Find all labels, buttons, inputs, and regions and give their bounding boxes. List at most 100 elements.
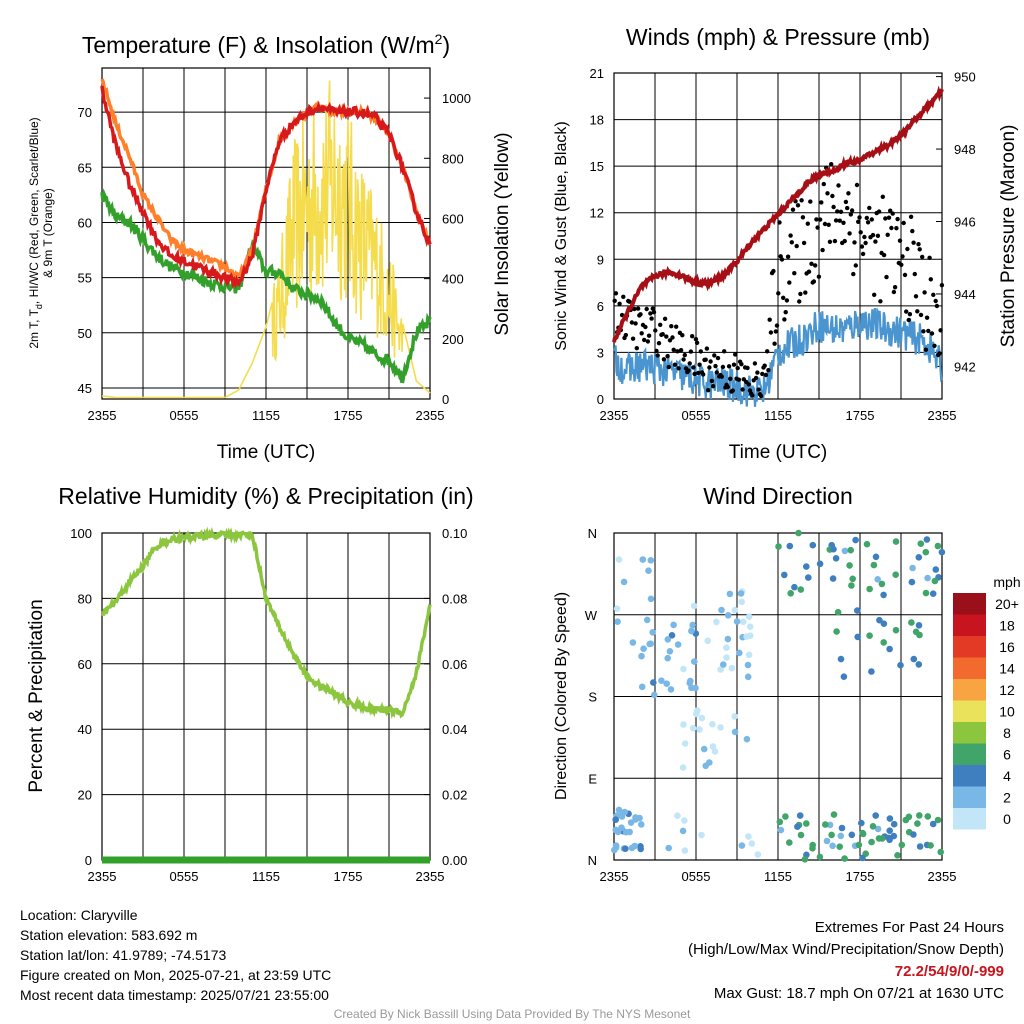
- gust-point: [788, 233, 793, 238]
- direction-point: [848, 831, 856, 839]
- direction-point: [829, 575, 837, 582]
- direction-point: [855, 841, 863, 849]
- direction-point: [706, 759, 713, 766]
- direction-point: [886, 645, 893, 653]
- gust-point: [642, 337, 647, 343]
- y-tick-label-right: 800: [442, 151, 464, 166]
- gust-point: [644, 306, 649, 312]
- gust-point: [750, 393, 755, 398]
- direction-point: [681, 740, 689, 747]
- gust-point: [907, 312, 913, 317]
- gust-point: [704, 346, 710, 351]
- x-tick-label: 1755: [846, 869, 875, 884]
- gust-point: [755, 370, 760, 375]
- y-tick-label-right: 948: [954, 142, 976, 157]
- gust-point: [880, 194, 885, 199]
- direction-point: [723, 654, 730, 661]
- direction-point: [892, 538, 900, 545]
- direction-point: [694, 707, 701, 714]
- gust-point: [707, 365, 712, 370]
- gust-point: [661, 357, 667, 362]
- direction-point: [910, 655, 918, 663]
- legend-label: 4: [1003, 768, 1011, 784]
- x-tick-label: 1155: [252, 869, 280, 884]
- direction-point: [658, 677, 665, 684]
- x-tick-label: 1755: [334, 869, 363, 884]
- y-tick-label-right: 950: [954, 70, 976, 85]
- extremes-values: 72.2/54/9/0/-999: [894, 963, 1004, 980]
- direction-point: [776, 818, 784, 826]
- direction-point: [613, 605, 621, 612]
- direction-point: [837, 655, 845, 663]
- gust-point: [873, 239, 878, 244]
- direction-point: [745, 651, 753, 659]
- x-tick-label: 2355: [600, 408, 629, 423]
- direction-point: [738, 842, 746, 849]
- gust-point: [860, 251, 866, 257]
- direction-point: [645, 567, 652, 574]
- gust-point: [612, 298, 617, 303]
- temperature-panel-title: Temperature (F) & Insolation (W/m2): [82, 31, 450, 58]
- direction-point: [934, 542, 942, 550]
- direction-point: [736, 649, 743, 657]
- direction-point: [627, 819, 635, 826]
- direction-point: [908, 578, 916, 586]
- solar-insolation-line: [101, 80, 431, 399]
- direction-point: [863, 540, 871, 548]
- gust-point: [895, 216, 900, 222]
- y-tick-label-right: 1000: [442, 91, 471, 106]
- gust-point: [889, 225, 894, 231]
- station-pressure-line: [612, 85, 944, 343]
- legend-label: 14: [999, 661, 1015, 677]
- gust-point: [865, 220, 871, 225]
- direction-point: [724, 612, 732, 619]
- gust-point: [798, 291, 803, 297]
- temperature-y-ticks: 45 50 55 60 65 70: [78, 105, 92, 396]
- figure-created: Figure created on Mon, 2025-07-21, at 23…: [20, 967, 332, 983]
- direction-point: [692, 684, 699, 692]
- gust-point: [674, 324, 679, 329]
- direction-point: [668, 632, 676, 639]
- gust-point: [863, 240, 868, 246]
- legend-label: 16: [999, 639, 1015, 655]
- gust-point: [870, 232, 876, 238]
- direction-point: [886, 827, 893, 834]
- legend-label: 8: [1003, 725, 1011, 741]
- direction-point: [615, 806, 623, 814]
- humidity-y-label: Percent & Precipitation: [26, 599, 47, 792]
- gust-point: [857, 215, 862, 220]
- gust-point: [806, 269, 812, 274]
- direction-point: [775, 543, 782, 550]
- gust-point: [848, 212, 853, 217]
- gust-point: [884, 274, 889, 280]
- direction-point: [794, 823, 801, 830]
- sonic-wind-line: [613, 307, 943, 407]
- humidity-panel-title: Relative Humidity (%) & Precipitation (i…: [58, 483, 473, 509]
- direction-point: [663, 680, 670, 687]
- gust-point: [740, 387, 745, 392]
- extremes-title: Extremes For Past 24 Hours: [814, 919, 1004, 936]
- gust-point: [825, 191, 830, 196]
- gust-point: [728, 376, 733, 381]
- legend-swatch: [953, 593, 986, 615]
- direction-point: [837, 832, 845, 840]
- direction-point: [803, 820, 810, 827]
- legend-label: 18: [999, 618, 1015, 634]
- gust-point: [675, 349, 680, 354]
- direction-point: [916, 843, 924, 850]
- direction-point: [892, 626, 900, 634]
- gust-point: [931, 292, 936, 297]
- direction-point: [688, 627, 695, 635]
- gust-point: [892, 285, 898, 290]
- temperature-panel: Temperature (F) & Insolation (W/m2) 2355…: [27, 31, 513, 463]
- direction-point: [720, 661, 727, 668]
- direction-point: [880, 620, 888, 627]
- direction-point: [679, 827, 687, 835]
- direction-point: [638, 652, 645, 660]
- gust-point: [929, 331, 935, 336]
- gust-point: [756, 387, 761, 392]
- gust-point: [690, 334, 695, 339]
- gust-point: [773, 329, 778, 334]
- y-tick-label-right: 942: [954, 359, 976, 374]
